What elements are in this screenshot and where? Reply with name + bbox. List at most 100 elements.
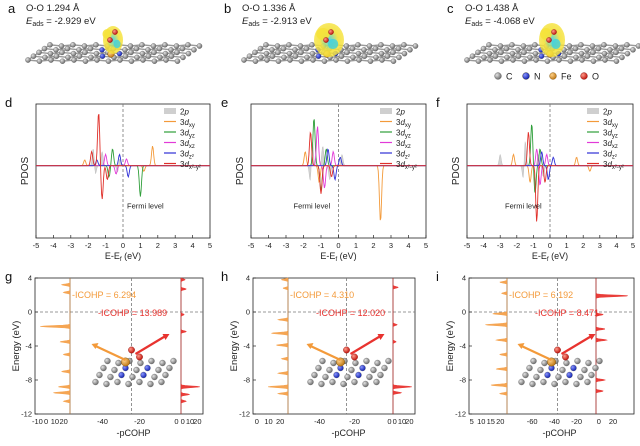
carbon-atom: [624, 42, 630, 48]
carbon-atom: [351, 378, 358, 386]
carbon-atom: [111, 366, 118, 374]
x-tick-label: 15: [487, 417, 495, 426]
carbon-atom: [366, 43, 373, 49]
carbon-atom: [596, 54, 602, 61]
oxygen-atom: [136, 353, 143, 361]
carbon-atom: [389, 43, 396, 49]
y-tick-label: 4: [246, 274, 250, 283]
nitrogen-atom: [355, 371, 362, 379]
cohp-series-right: [392, 278, 412, 414]
arrow-head-icon: [162, 334, 170, 340]
carbon-atom: [59, 49, 65, 56]
structure-panel-a: a O-O 1.294 Å Eads = -2.929 eV: [8, 1, 203, 64]
carbon-atom: [107, 373, 114, 381]
x-tick-label: -2: [300, 241, 307, 250]
carbon-atom: [151, 49, 157, 56]
carbon-atom: [613, 58, 620, 64]
carbon-atom: [579, 57, 585, 63]
carbon-atom: [311, 371, 318, 379]
charge-density-isosurface: [316, 28, 330, 40]
y-tick-label: -12: [455, 410, 466, 419]
carbon-atom: [378, 42, 384, 48]
carbon-atom: [578, 42, 584, 48]
structure-panel-b: b O-O 1.336 Å Eads = -2.913 eV: [224, 1, 419, 64]
icohp-right-annotation: -ICOHP = 12.020: [316, 308, 385, 318]
y-axis-label: PDOS: [235, 157, 246, 186]
carbon-atom: [530, 357, 537, 365]
y-tick-label: -12: [21, 410, 32, 419]
oxygen-atom: [546, 37, 552, 43]
arrow-head-icon: [377, 334, 385, 340]
carbon-atom: [281, 54, 287, 61]
carbon-atom: [292, 53, 299, 59]
carbon-atom: [93, 50, 100, 57]
pdos-panel-d: d -5 -4 -3 -2 -1 0 1 2 3 4 5 E-Ef (eV) PDOS Fermi leve…: [5, 95, 212, 263]
x-axis-label: -pCOHP: [542, 428, 576, 438]
carbon-atom: [480, 45, 487, 52]
legend-entry: 3dx²-y²: [603, 160, 624, 171]
x-tick-label: 5: [470, 417, 474, 426]
x-tick-label: 20: [276, 417, 284, 426]
carbon-atom: [529, 380, 536, 388]
y-axis-label: Energy (eV): [229, 321, 240, 372]
carbon-atom: [590, 58, 597, 64]
arrow-head-icon: [588, 334, 596, 340]
legend-entry: 3dyz: [180, 129, 195, 140]
carbon-atom: [137, 359, 144, 367]
carbon-atom: [25, 57, 31, 63]
carbon-atom: [584, 47, 590, 53]
charge-density-isosurface: [540, 28, 552, 40]
orbital-arrow-red: [134, 335, 167, 355]
legend-swatch: [587, 108, 599, 114]
oxygen-atom: [554, 346, 561, 354]
y-tick-label: -4: [25, 342, 32, 351]
legend-entry: 3dyz: [603, 129, 618, 140]
nitrogen-atom: [538, 53, 545, 59]
x-tick-label: 2: [371, 241, 375, 250]
x-tick-label: 10: [51, 417, 59, 426]
carbon-atom: [526, 364, 533, 372]
fermi-level-annotation: Fermi level: [127, 202, 164, 211]
panel-letter: a: [8, 1, 16, 16]
nitrogen-atom: [359, 364, 366, 372]
carbon-atom: [486, 50, 493, 57]
legend-entry: 3dxz: [603, 139, 618, 150]
adsorption-energy: Eads = -2.913 eV: [242, 16, 312, 28]
carbon-atom: [145, 53, 152, 59]
carbon-atom: [384, 47, 390, 53]
x-tick-label: -40: [549, 417, 560, 426]
x-tick-label: 1: [565, 241, 569, 250]
legend-entry: 3dxy: [180, 118, 195, 129]
carbon-atom: [577, 373, 584, 381]
carbon-atom: [263, 50, 270, 57]
carbon-atom: [373, 54, 379, 61]
carbon-atom: [379, 57, 385, 63]
carbon-atom: [395, 45, 402, 52]
carbon-atom: [537, 366, 544, 374]
x-tick-label: -5: [464, 241, 471, 250]
carbon-atom: [518, 378, 525, 386]
carbon-atom: [366, 373, 373, 381]
x-tick-label: 4: [406, 241, 410, 250]
carbon-atom: [128, 58, 135, 64]
carbon-atom: [179, 45, 186, 52]
carbon-atom: [595, 45, 602, 52]
x-tick-label: -1: [530, 241, 537, 250]
y-tick-label: -12: [239, 410, 250, 419]
carbon-atom: [310, 57, 316, 63]
carbon-atom: [584, 53, 591, 59]
carbon-atom: [71, 57, 77, 63]
legend-swatch: [164, 108, 176, 114]
oxygen-legend-label: O: [592, 72, 599, 82]
fermi-level-annotation: Fermi level: [505, 202, 542, 211]
cohp-series-left: [268, 277, 289, 414]
carbon-atom: [136, 378, 143, 386]
carbon-atom: [185, 42, 191, 48]
carbon-atom: [139, 42, 145, 48]
x-tick-label: 10: [398, 417, 406, 426]
oo-bond-length: O-O 1.294 Å: [26, 3, 80, 14]
panel-letter: c: [447, 1, 454, 16]
y-tick-label: -4: [459, 342, 466, 351]
carbon-atom: [566, 43, 573, 49]
